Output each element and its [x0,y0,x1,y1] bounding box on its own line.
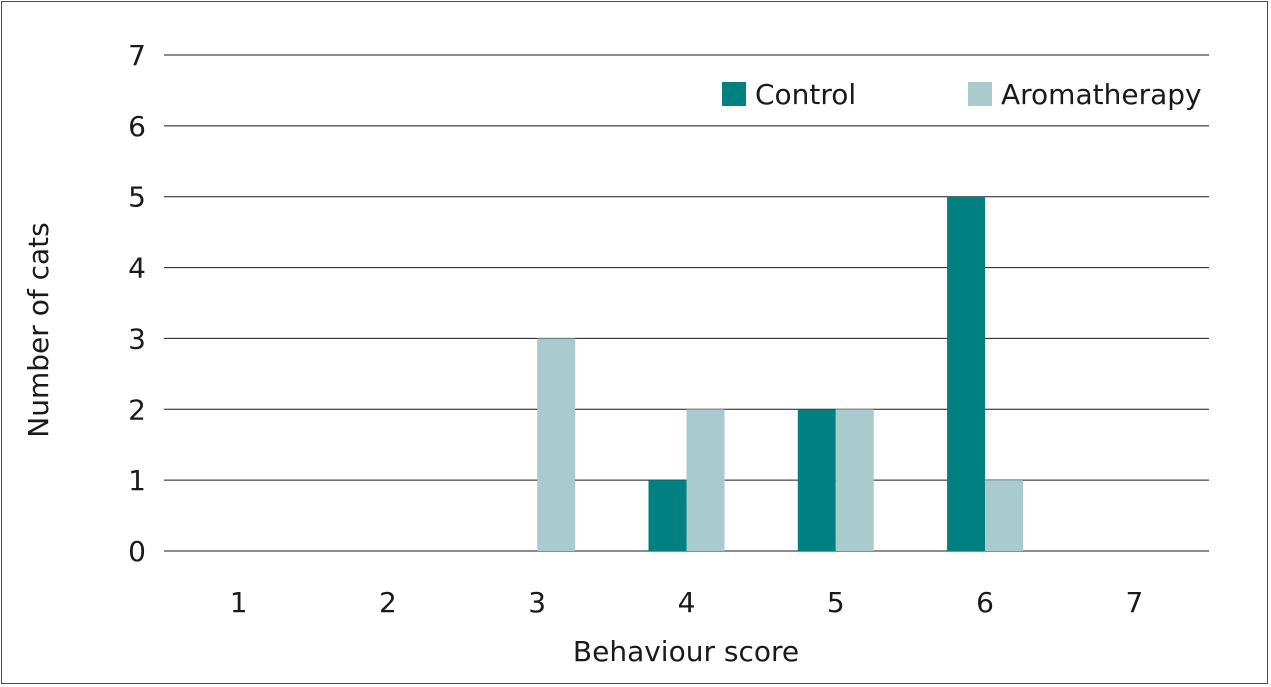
y-tick-label: 0 [128,535,146,568]
x-axis-title: Behaviour score [573,635,799,668]
legend-label-aromatherapy: Aromatherapy [1001,78,1202,111]
x-tick-label: 7 [1125,586,1143,619]
x-tick-label: 1 [230,586,248,619]
gridlines [164,54,1209,552]
bars [537,196,1024,551]
x-tick-label: 3 [528,586,546,619]
x-tick-labels: 1 2 3 4 5 6 7 [230,586,1144,619]
legend-label-control: Control [755,78,856,111]
bar-aromatherapy-5 [835,409,874,551]
y-tick-label: 3 [128,322,146,355]
y-tick-labels: 0 1 2 3 4 5 6 7 [128,39,146,568]
legend-swatch-aromatherapy [968,82,992,106]
x-tick-label: 5 [827,586,845,619]
bar-control-5 [797,409,836,551]
legend-swatch-control [722,82,746,106]
bar-control-6 [947,196,986,551]
y-axis-title: Number of cats [22,222,55,437]
bar-aromatherapy-4 [686,409,725,551]
x-tick-label: 4 [678,586,696,619]
y-tick-label: 4 [128,252,146,285]
x-tick-label: 6 [976,586,994,619]
bar-control-4 [648,480,687,551]
legend: Control Aromatherapy [722,78,1202,111]
x-tick-label: 2 [379,586,397,619]
y-tick-label: 1 [128,464,146,497]
bar-aromatherapy-3 [537,338,576,551]
y-tick-label: 5 [128,181,146,214]
y-tick-label: 2 [128,393,146,426]
y-tick-label: 7 [128,39,146,72]
bar-aromatherapy-6 [985,480,1024,551]
y-tick-label: 6 [128,110,146,143]
